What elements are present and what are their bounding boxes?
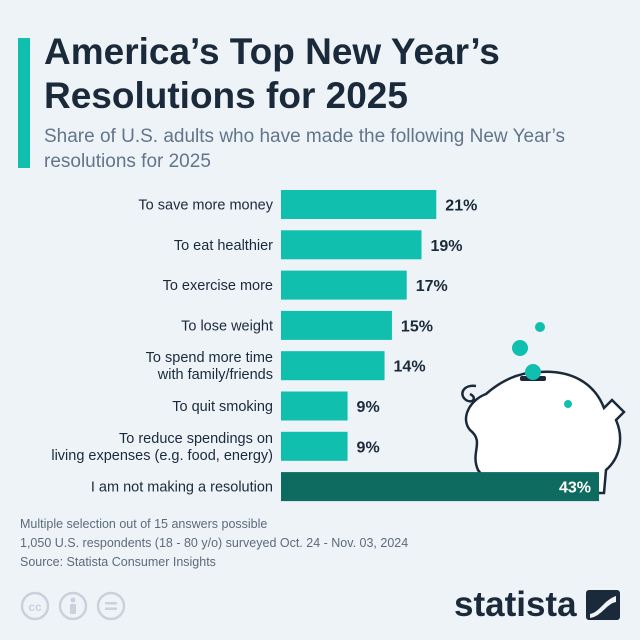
category-label: To spend more time with family/friends [146,350,273,383]
value-label: 17% [416,278,448,295]
statista-logo: statista [454,585,620,624]
cc-icon[interactable]: cc [20,591,50,621]
category-label: I am not making a resolution [91,480,273,496]
statista-wordmark: statista [454,585,577,624]
title-accent-bar [18,38,30,168]
bar [281,190,437,219]
category-label: To reduce spendings on living expenses (e… [51,431,273,464]
category-label: To lose weight [181,318,273,334]
category-label: To save more money [138,198,273,214]
bar [281,472,599,502]
value-label: 43% [559,480,591,497]
category-label: To eat healthier [174,238,273,254]
value-label: 9% [357,439,380,456]
value-label: 9% [357,399,380,416]
license-icons: cc [20,591,126,621]
value-label: 14% [394,359,426,376]
bar [281,391,348,421]
bar-chart: To save more money To eat healthier To exe… [51,190,626,502]
note-source: Source: Statista Consumer Insights [20,555,216,569]
chart-title: America’s Top New Year’s Resolutions for… [44,31,500,116]
value-label: 19% [431,238,463,255]
category-label: To exercise more [163,278,273,294]
bar [281,310,392,340]
category-label: To quit smoking [172,399,273,415]
note-respondents: 1,050 U.S. respondents (18 - 80 y/o) sur… [20,536,409,550]
note-selection: Multiple selection out of 15 answers pos… [20,517,268,531]
bar [281,431,348,461]
svg-text:cc: cc [28,600,42,614]
by-icon[interactable] [58,591,88,621]
nd-icon[interactable] [96,591,126,621]
bar [281,270,407,300]
bar [281,351,385,381]
value-label: 21% [445,198,477,215]
value-label: 15% [401,318,433,335]
piggy-bank-illustration [461,322,626,497]
bar [281,230,422,260]
statista-mark-icon [586,590,620,620]
footer-notes: Multiple selection out of 15 answers pos… [20,515,408,572]
chart-subtitle: Share of U.S. adults who have made the f… [44,126,566,172]
